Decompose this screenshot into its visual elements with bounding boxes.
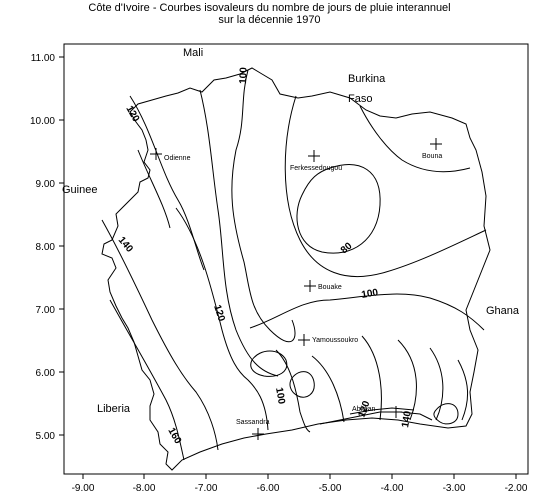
station-marker-ferkessedougou [308,150,320,162]
x-tick-label: -6.00 [257,483,280,494]
station-label-yamoussoukro: Yamoussoukro [312,337,358,344]
station-marker-bouna [430,138,442,150]
station-label-bouna: Bouna [422,153,442,160]
isoline-80 [296,164,381,254]
country-label-faso: Faso [348,93,372,105]
y-tick-label: 5.00 [36,431,56,442]
station-label-ferkessedougou: Ferkessedougou [290,165,342,172]
isoline-100-ridge [249,293,485,331]
isoline-140-west [101,219,219,451]
country-label-burkina: Burkina [348,73,386,85]
contour-label-120-nw: 120 [123,104,141,124]
x-tick-label: -4.00 [381,483,404,494]
x-tick-label: -2.00 [505,483,528,494]
x-tick-label: -7.00 [195,483,218,494]
station-marker-abidjan [390,406,402,418]
country-boundary [101,67,491,471]
contour-label-120-center: 120 [211,304,227,324]
contour-label-100-east: 100 [361,287,380,301]
station-marker-bouake [304,280,316,292]
contour-label-120-south: 120 [356,399,372,419]
map-title-line1: Côte d'Ivoire - Courbes isovaleurs du no… [88,2,451,14]
y-tick-label: 9.00 [36,179,56,190]
y-tick-label: 6.00 [36,368,56,379]
country-label-mali: Mali [183,47,203,59]
station-label-abidjan: Abidjan [352,406,375,413]
x-tick-label: -8.00 [133,483,156,494]
country-label-ghana: Ghana [486,305,520,317]
lagoon-line [319,407,433,425]
station-marker-odienne [150,148,162,160]
isoline-east-b [457,359,469,421]
contour-label-100-south: 100 [273,387,287,406]
isoline-west-b [137,149,171,229]
isoline-160 [109,299,185,461]
contour-label-80: 80 [339,240,355,256]
isoline-100-north [231,69,296,343]
station-markers [150,138,442,440]
contour-label-140-south: 140 [400,410,414,429]
station-label-bouake: Bouake [318,284,342,291]
isoline-120-south [361,335,382,421]
x-tick-label: -3.00 [443,483,466,494]
station-marker-sassandra [252,428,264,440]
station-marker-yamoussoukro [298,334,310,346]
station-label-sassandra: Sassandra [236,419,270,426]
y-axis-ticks [59,56,64,436]
y-tick-label: 10.00 [30,116,55,127]
station-label-odienne: Odienne [164,155,191,162]
isoline-120-center [175,207,269,431]
isoline-100-east [284,95,487,278]
isoline-group [101,69,487,461]
country-label-liberia: Liberia [97,403,131,415]
isoline-100-south [275,349,311,433]
isoline-140-south [397,339,417,421]
isoline-loop-se [433,403,459,425]
y-tick-label: 8.00 [36,242,56,253]
x-tick-label: -5.00 [319,483,342,494]
isoline-100-west [199,89,279,377]
isoline-south-a [311,355,345,423]
x-axis-ticks [82,474,517,479]
isoline-loop-south [289,371,315,398]
country-label-guinee: Guinee [62,184,97,196]
contour-label-100-north: 100 [238,67,250,84]
plot-frame [63,43,529,475]
isoline-ne-a [359,105,471,173]
map-title-line2: sur la décennie 1970 [218,14,321,26]
isoline-east-a [429,347,444,421]
isoline-120-nw [129,95,205,271]
y-tick-label: 11.00 [31,53,56,64]
y-tick-label: 7.00 [36,305,56,316]
isoline-loop-sw [250,350,288,377]
x-tick-label: -9.00 [72,483,95,494]
